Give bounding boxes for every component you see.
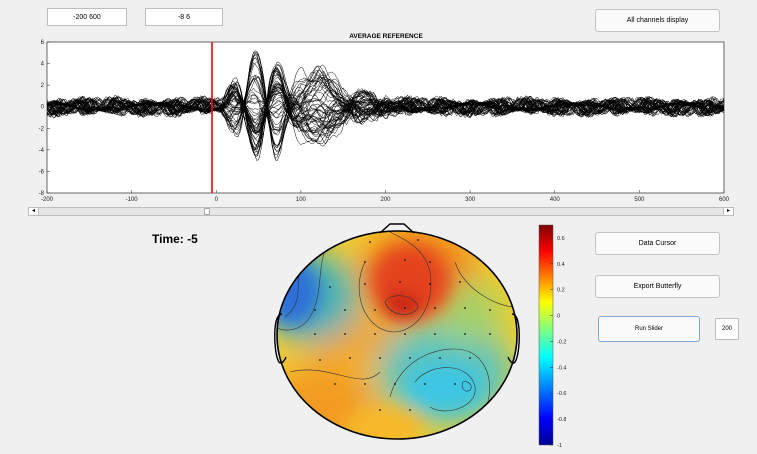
electrode-dot xyxy=(489,333,491,335)
electrode-dot xyxy=(417,239,419,241)
nose-outline xyxy=(379,223,415,234)
electrode-dot xyxy=(314,333,316,335)
channel-trace xyxy=(46,89,725,144)
export-butterfly-button[interactable]: Export Butterfly xyxy=(595,275,720,298)
electrode-dot xyxy=(464,333,466,335)
y-tick-label: -6 xyxy=(39,169,45,175)
electrode-markers xyxy=(314,239,491,411)
y-tick-label: -4 xyxy=(39,148,45,154)
electrode-dot xyxy=(464,307,466,309)
colorbar-tick-label: -0.4 xyxy=(557,365,566,371)
electrode-dot xyxy=(404,259,406,261)
colorbar-tick-label: 0.2 xyxy=(557,288,565,294)
electrode-dot xyxy=(364,383,366,385)
all-channels-display-button[interactable]: All channels display xyxy=(595,9,720,32)
electrode-dot xyxy=(454,383,456,385)
electrode-dot xyxy=(319,359,321,361)
electrode-dot xyxy=(429,283,431,285)
left-ear-outline xyxy=(274,313,287,364)
slider-right-arrow[interactable]: ▸ xyxy=(723,208,733,215)
electrode-dot xyxy=(434,307,436,309)
plot-axes xyxy=(46,41,725,194)
colorbar-tick-label: 0 xyxy=(557,314,560,320)
colorbar-tick-label: -0.8 xyxy=(557,417,566,423)
time-label: Time: -5 xyxy=(152,232,198,246)
colorbar-tick-label: -0.6 xyxy=(557,391,566,397)
amplitude-range-input[interactable]: -8 6 xyxy=(145,8,223,26)
scalp-map-colors xyxy=(277,231,517,439)
colorbar: 0.6 0.4 0.2 0 -0.2 -0.4 -0.6 -0.8 -1 xyxy=(538,224,566,449)
channel-trace xyxy=(46,91,724,143)
x-tick-label: 100 xyxy=(296,197,307,203)
y-axis-ticks: 6 4 2 0 -2 -4 -6 -8 xyxy=(39,40,50,197)
electrode-dot xyxy=(364,283,366,285)
colorbar-tick-label: -1 xyxy=(557,443,562,449)
electrode-dot xyxy=(369,241,371,243)
butterfly-plot: AVERAGE REFERENCE -200 -100 0 100 200 300 400 5… xyxy=(39,33,730,203)
plot-title: AVERAGE REFERENCE xyxy=(349,33,423,40)
y-tick-label: 4 xyxy=(41,62,45,68)
colorbar-gradient xyxy=(538,224,554,446)
electrode-dot xyxy=(364,261,366,263)
y-tick-label: 0 xyxy=(41,105,45,111)
electrode-dot xyxy=(399,281,401,283)
electrode-dot xyxy=(489,309,491,311)
electrode-dot xyxy=(374,333,376,335)
time-range-input[interactable]: -200 600 xyxy=(47,8,127,26)
x-tick-label: -100 xyxy=(126,197,139,203)
electrode-dot xyxy=(429,261,431,263)
head-outline xyxy=(276,230,518,440)
time-slider[interactable]: ◂ ▸ xyxy=(28,207,734,216)
electrode-dot xyxy=(349,357,351,359)
x-tick-label: 0 xyxy=(215,197,219,203)
x-tick-label: 200 xyxy=(380,197,391,203)
run-slider-button[interactable]: Run Slider xyxy=(598,316,700,342)
slider-left-arrow[interactable]: ◂ xyxy=(29,208,39,215)
channel-trace xyxy=(46,81,725,134)
y-tick-label: -2 xyxy=(39,126,45,132)
electrode-dot xyxy=(379,409,381,411)
electrode-dot xyxy=(394,383,396,385)
channel-trace xyxy=(46,70,725,129)
data-cursor-button[interactable]: Data Cursor xyxy=(595,232,720,255)
colorbar-ticks: 0.6 0.4 0.2 0 -0.2 -0.4 -0.6 -0.8 -1 xyxy=(550,236,566,449)
slider-value-input[interactable]: 200 xyxy=(715,318,739,340)
slider-thumb[interactable] xyxy=(203,208,210,215)
electrode-dot xyxy=(344,309,346,311)
colorbar-tick-label: 0.6 xyxy=(557,236,565,242)
colorbar-tick-label: 0.4 xyxy=(557,262,565,268)
electrode-dot xyxy=(379,357,381,359)
electrode-dot xyxy=(374,309,376,311)
electrode-dot xyxy=(404,333,406,335)
colorbar-tick-label: -0.2 xyxy=(557,339,566,345)
electrode-dot xyxy=(404,307,406,309)
x-tick-label: 400 xyxy=(550,197,561,203)
electrode-dot xyxy=(469,357,471,359)
x-tick-label: 300 xyxy=(465,197,476,203)
electrode-dot xyxy=(314,309,316,311)
right-ear-outline xyxy=(507,313,520,364)
y-tick-label: -8 xyxy=(39,191,45,197)
topoplot xyxy=(274,223,520,440)
y-tick-label: 2 xyxy=(41,83,45,89)
electrode-dot xyxy=(344,333,346,335)
electrode-dot xyxy=(424,383,426,385)
electrode-dot xyxy=(409,409,411,411)
x-tick-label: -200 xyxy=(41,197,54,203)
channel-trace xyxy=(46,65,725,130)
x-tick-label: 500 xyxy=(634,197,645,203)
y-tick-label: 6 xyxy=(41,40,45,46)
electrode-dot xyxy=(329,286,331,288)
electrode-dot xyxy=(439,357,441,359)
channel-traces xyxy=(46,50,725,162)
x-tick-label: 600 xyxy=(719,197,730,203)
electrode-dot xyxy=(434,333,436,335)
electrode-dot xyxy=(459,281,461,283)
electrode-dot xyxy=(334,383,336,385)
electrode-dot xyxy=(409,357,411,359)
x-axis-ticks: -200 -100 0 100 200 300 400 500 600 xyxy=(41,190,730,203)
